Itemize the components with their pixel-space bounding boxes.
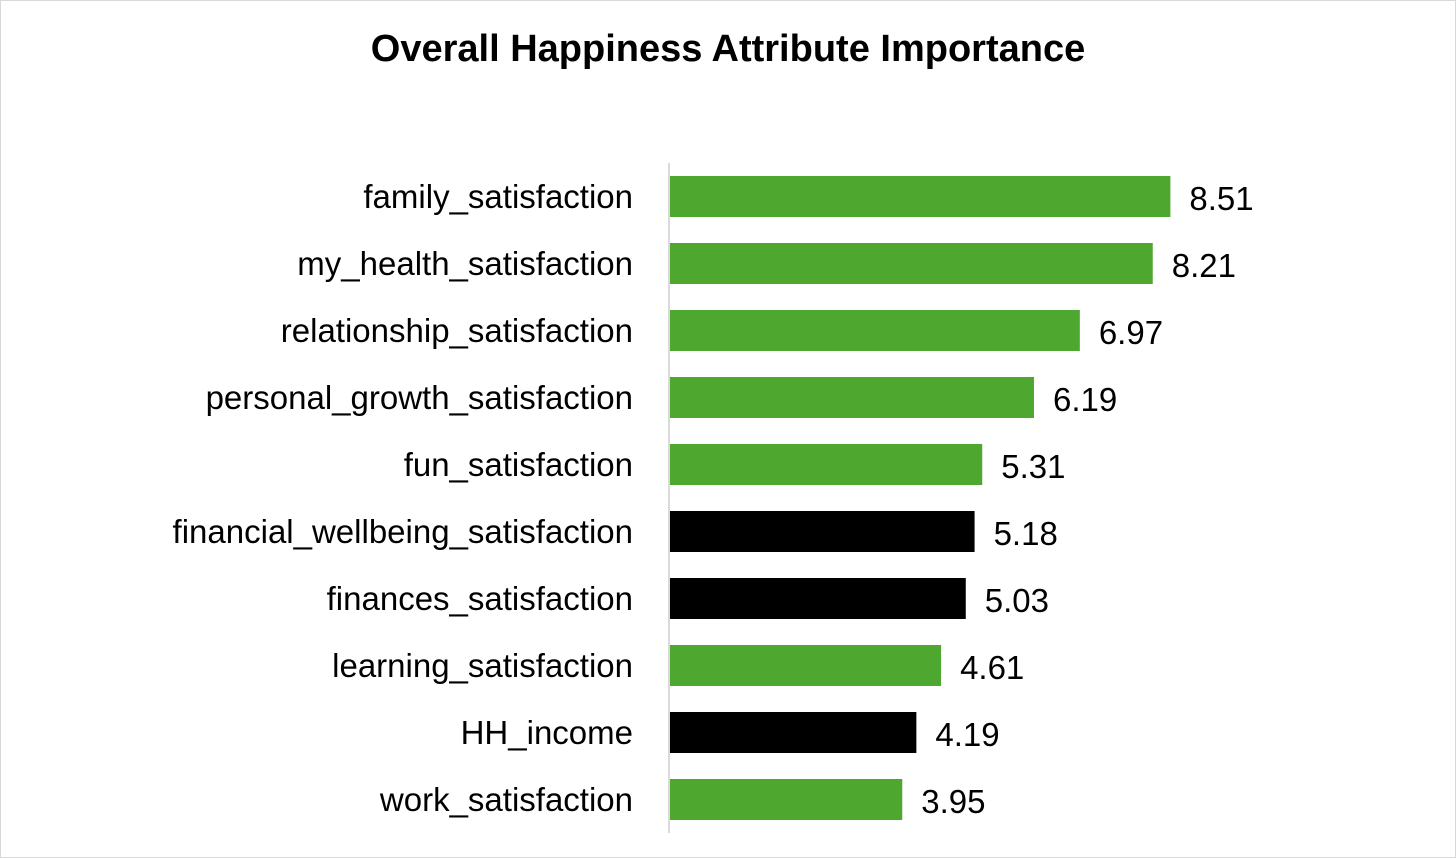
chart-title: Overall Happiness Attribute Importance bbox=[370, 28, 1086, 70]
category-label: family_satisfaction bbox=[363, 178, 633, 215]
data-label: 6.97 bbox=[1099, 314, 1163, 351]
category-label: work_satisfaction bbox=[379, 781, 633, 818]
bar-my_health_satisfaction bbox=[670, 243, 1153, 284]
data-label: 4.19 bbox=[935, 716, 999, 753]
bar-financial_wellbeing_satisfaction bbox=[670, 511, 975, 552]
data-label: 8.21 bbox=[1172, 247, 1236, 284]
category-label: personal_growth_satisfaction bbox=[206, 379, 633, 416]
bar-finances_satisfaction bbox=[670, 578, 966, 619]
bar-family_satisfaction bbox=[670, 176, 1171, 217]
category-label: relationship_satisfaction bbox=[281, 312, 633, 349]
category-label: financial_wellbeing_satisfaction bbox=[173, 513, 633, 550]
bar-work_satisfaction bbox=[670, 779, 903, 820]
data-label: 5.18 bbox=[994, 515, 1058, 552]
bar-learning_satisfaction bbox=[670, 645, 942, 686]
data-label: 6.19 bbox=[1053, 381, 1117, 418]
bar-fun_satisfaction bbox=[670, 444, 983, 485]
category-label: HH_income bbox=[461, 714, 633, 751]
bar-relationship_satisfaction bbox=[670, 310, 1080, 351]
bar-personal_growth_satisfaction bbox=[670, 377, 1034, 418]
category-label: learning_satisfaction bbox=[332, 647, 633, 684]
data-label: 3.95 bbox=[921, 783, 985, 820]
data-label: 8.51 bbox=[1189, 180, 1253, 217]
data-label: 5.03 bbox=[985, 582, 1049, 619]
category-label: fun_satisfaction bbox=[404, 446, 633, 483]
category-label: my_health_satisfaction bbox=[297, 245, 633, 282]
data-label: 5.31 bbox=[1001, 448, 1065, 485]
category-label: finances_satisfaction bbox=[327, 580, 633, 617]
data-label: 4.61 bbox=[960, 649, 1024, 686]
bar-HH_income bbox=[670, 712, 917, 753]
